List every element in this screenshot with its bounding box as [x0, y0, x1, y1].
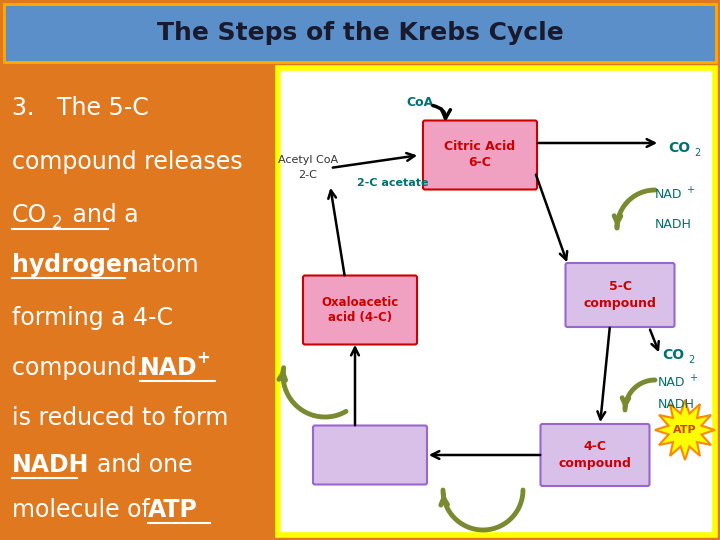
Text: ATP: ATP	[673, 425, 697, 435]
Text: molecule of: molecule of	[12, 498, 165, 522]
Text: forming a 4-C: forming a 4-C	[12, 306, 173, 330]
Text: and one: and one	[82, 453, 193, 477]
FancyBboxPatch shape	[565, 263, 675, 327]
Text: 2: 2	[52, 214, 63, 232]
Text: ATP: ATP	[148, 498, 198, 522]
Text: CO: CO	[662, 348, 684, 362]
Text: CO: CO	[12, 203, 48, 227]
Bar	[278, 68, 715, 535]
Text: 3.   The 5-C: 3. The 5-C	[12, 96, 149, 120]
Text: NADH: NADH	[12, 453, 89, 477]
Text: CO: CO	[668, 141, 690, 155]
Text: atom: atom	[130, 253, 199, 277]
Text: compound.: compound.	[12, 356, 159, 380]
Text: 2-C: 2-C	[299, 170, 318, 180]
Text: NADH: NADH	[658, 399, 695, 411]
Text: hydrogen: hydrogen	[12, 253, 139, 277]
FancyBboxPatch shape	[541, 424, 649, 486]
Text: NAD: NAD	[140, 356, 197, 380]
Text: 2-C acetate: 2-C acetate	[357, 178, 428, 188]
FancyBboxPatch shape	[423, 120, 537, 190]
Text: is reduced to form: is reduced to form	[12, 406, 228, 430]
Polygon shape	[655, 400, 715, 460]
Text: +: +	[689, 373, 697, 383]
Text: 4-C
compound: 4-C compound	[559, 441, 631, 469]
Text: 5-C
compound: 5-C compound	[584, 280, 657, 309]
Text: 2: 2	[688, 355, 694, 365]
Bar	[4, 4, 716, 62]
Text: NADH: NADH	[655, 219, 692, 232]
Text: +: +	[196, 349, 210, 367]
FancyBboxPatch shape	[313, 426, 427, 484]
Text: CoA: CoA	[406, 97, 433, 110]
Text: Acetyl CoA: Acetyl CoA	[278, 155, 338, 165]
Text: +: +	[686, 185, 694, 195]
Text: Citric Acid
6-C: Citric Acid 6-C	[444, 140, 516, 170]
Text: and a: and a	[65, 203, 139, 227]
Text: 2: 2	[694, 148, 701, 158]
Text: NAD: NAD	[658, 376, 685, 389]
FancyBboxPatch shape	[303, 275, 417, 345]
Text: compound releases: compound releases	[12, 150, 243, 174]
Text: Oxaloacetic
acid (4-C): Oxaloacetic acid (4-C)	[321, 295, 399, 325]
Text: NAD: NAD	[655, 188, 683, 201]
Text: The Steps of the Krebs Cycle: The Steps of the Krebs Cycle	[157, 21, 563, 45]
